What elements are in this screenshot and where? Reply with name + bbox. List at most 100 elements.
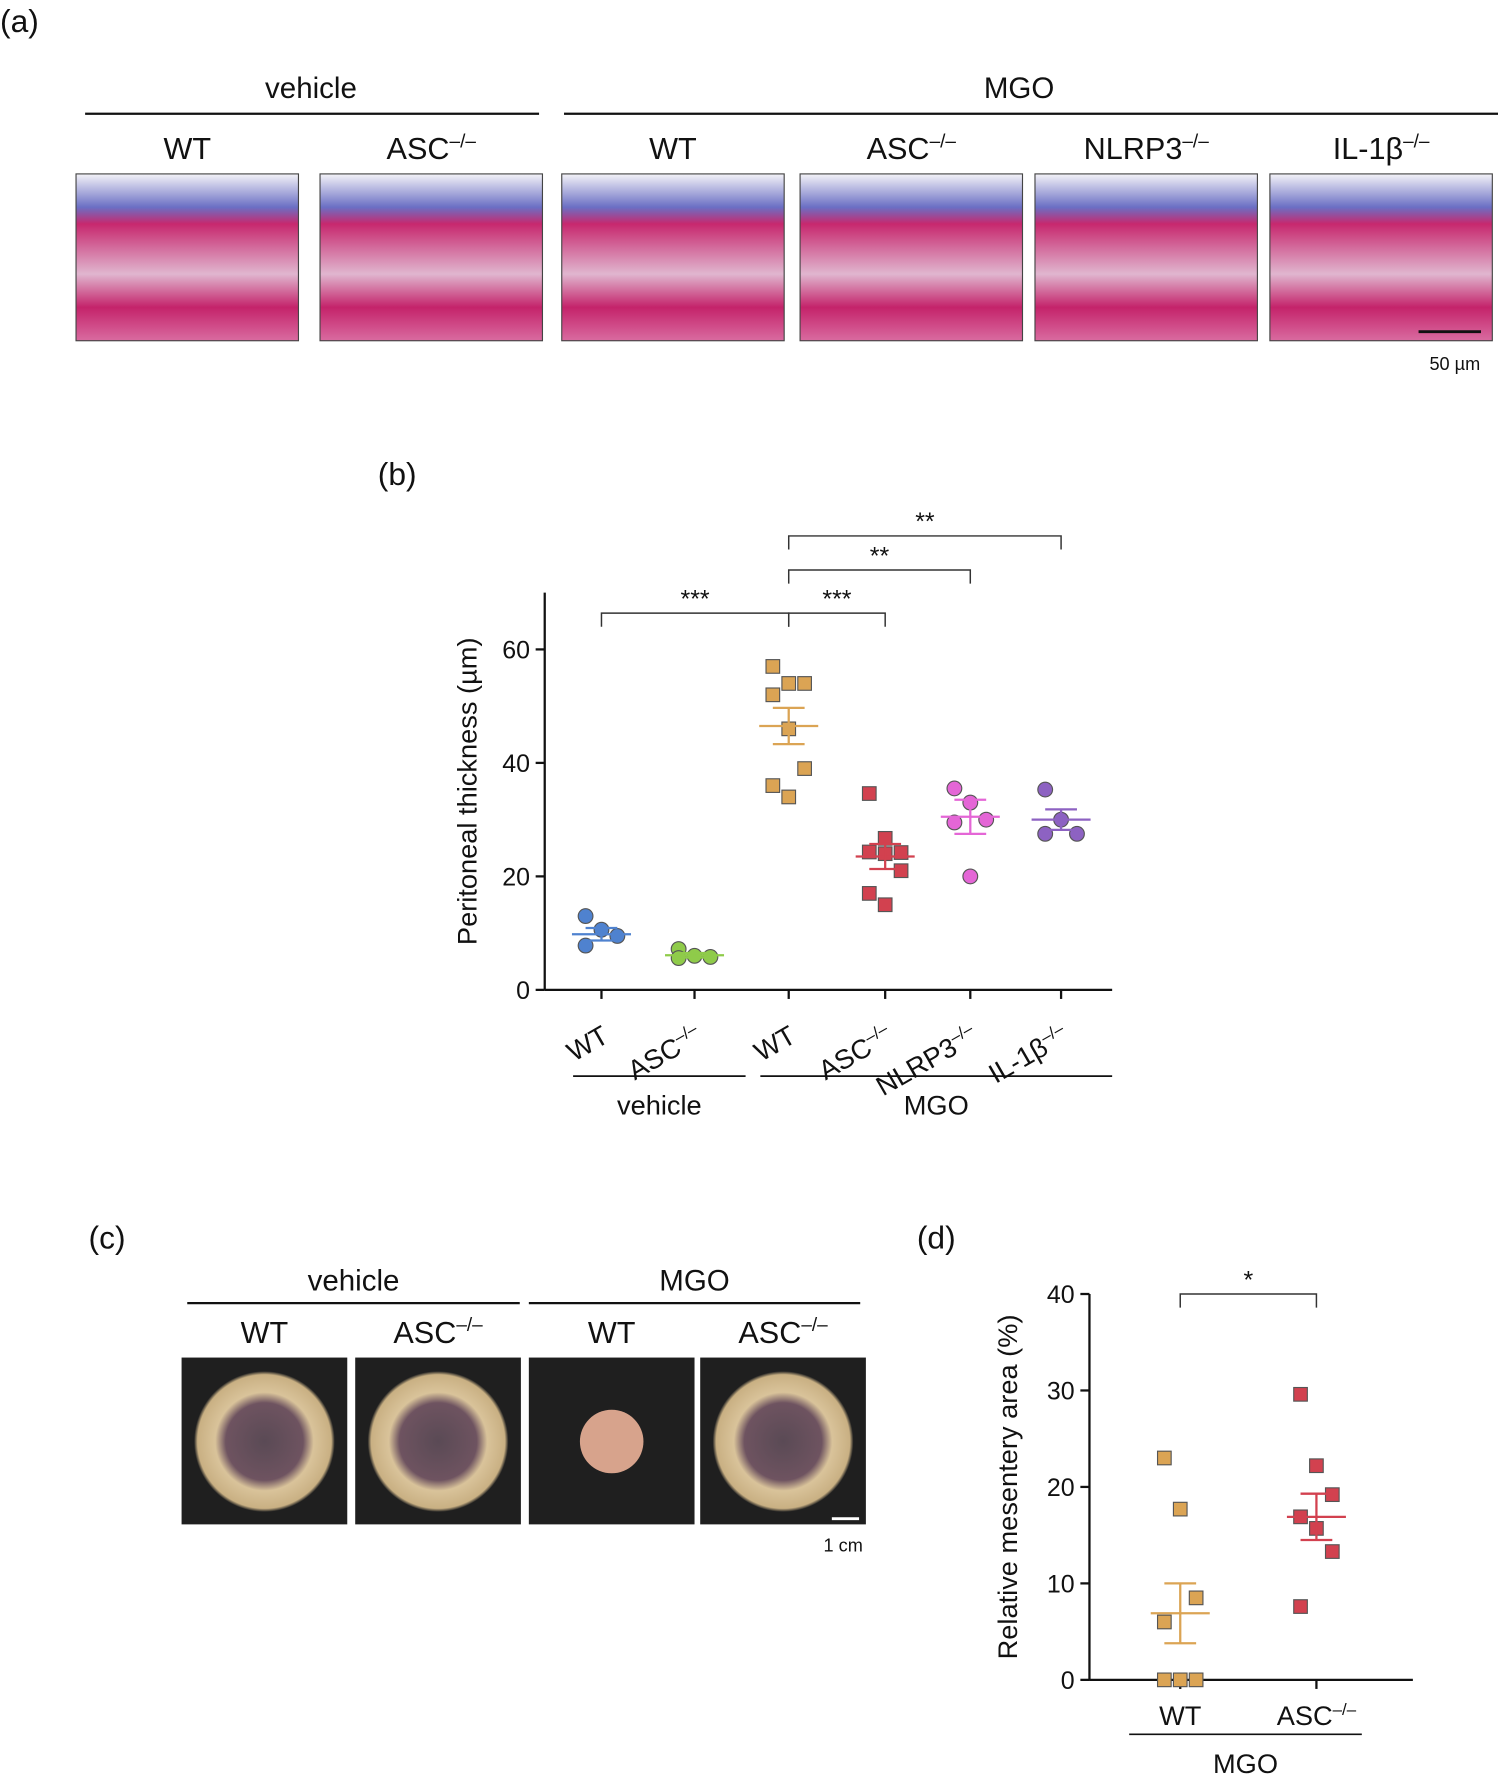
y-tick-label: 20 bbox=[1047, 1474, 1075, 1502]
data-point bbox=[1156, 1614, 1172, 1630]
column-label-sup: –/– bbox=[930, 132, 957, 153]
data-point bbox=[781, 676, 797, 691]
data-point bbox=[781, 789, 797, 805]
data-point bbox=[1188, 1590, 1204, 1606]
group-label: vehicle bbox=[265, 72, 357, 105]
histology-image bbox=[561, 173, 785, 342]
scale-bar-label: 50 µm bbox=[1429, 354, 1480, 374]
data-point bbox=[797, 761, 812, 776]
histology-image bbox=[75, 173, 300, 342]
significance-label: ** bbox=[870, 542, 890, 570]
significance-bracket bbox=[600, 612, 790, 627]
x-tick-label-text: ASC bbox=[1277, 1700, 1333, 1731]
column-label: ASC–/– bbox=[387, 132, 477, 167]
column-label-sup: –/– bbox=[1182, 132, 1209, 153]
column-label: ASC–/– bbox=[867, 132, 957, 167]
data-point bbox=[1324, 1544, 1340, 1559]
data-point bbox=[946, 814, 963, 831]
group-label: MGO bbox=[659, 1265, 729, 1298]
data-point bbox=[1293, 1599, 1308, 1614]
data-point bbox=[978, 811, 995, 828]
column-label-sup: –/– bbox=[1403, 132, 1430, 153]
data-point bbox=[962, 868, 979, 885]
data-point bbox=[577, 937, 594, 954]
data-point bbox=[861, 886, 877, 901]
data-point bbox=[877, 897, 893, 913]
data-point bbox=[1037, 825, 1054, 842]
y-tick-label: 60 bbox=[502, 636, 530, 664]
group-label: MGO bbox=[984, 72, 1054, 105]
column-label-text: ASC bbox=[867, 132, 930, 166]
panel-label: (c) bbox=[89, 1220, 126, 1256]
significance-bracket bbox=[787, 612, 886, 627]
group-label: vehicle bbox=[617, 1090, 702, 1121]
data-point bbox=[765, 778, 781, 793]
column-label-sup: –/– bbox=[450, 132, 477, 153]
x-tick-label-text: WT bbox=[561, 1019, 613, 1067]
data-point bbox=[1172, 1672, 1188, 1688]
mesentery-photo bbox=[579, 1409, 644, 1474]
significance-label: * bbox=[1243, 1266, 1253, 1294]
data-point bbox=[1293, 1386, 1308, 1402]
data-point bbox=[1037, 781, 1054, 798]
panel-label: (d) bbox=[917, 1220, 956, 1256]
column-label: WT bbox=[163, 132, 211, 166]
histology-image bbox=[1269, 173, 1493, 342]
y-axis-label: Peritoneal thickness (µm) bbox=[452, 637, 483, 945]
column-label: WT bbox=[241, 1316, 289, 1350]
y-axis-label: Relative mesentery area (%) bbox=[992, 1314, 1023, 1659]
y-tick-label: 0 bbox=[1061, 1667, 1075, 1695]
column-label: ASC–/– bbox=[393, 1315, 483, 1350]
data-point bbox=[765, 687, 781, 703]
histology-image bbox=[1034, 173, 1258, 342]
column-label-text: ASC bbox=[387, 132, 450, 166]
group-label: MGO bbox=[904, 1090, 969, 1121]
column-label-text: ASC bbox=[393, 1316, 456, 1350]
x-tick-label: WT bbox=[561, 1019, 613, 1067]
column-label: WT bbox=[649, 132, 697, 166]
scale-bar-label: 1 cm bbox=[824, 1536, 863, 1556]
column-label-text: WT bbox=[649, 132, 697, 166]
mesentery-photo bbox=[194, 1371, 335, 1512]
column-label-text: IL-1β bbox=[1333, 132, 1403, 166]
significance-label: *** bbox=[681, 585, 710, 613]
column-label-text: ASC bbox=[738, 1316, 801, 1350]
data-point bbox=[946, 780, 963, 797]
y-tick-label: 40 bbox=[502, 750, 530, 778]
data-point bbox=[1069, 825, 1085, 842]
significance-bracket bbox=[1179, 1293, 1318, 1308]
column-label-text: WT bbox=[163, 132, 211, 166]
column-label-text: WT bbox=[588, 1316, 636, 1350]
x-tick-label-text: WT bbox=[1159, 1700, 1201, 1731]
x-tick-label-text: WT bbox=[749, 1019, 801, 1067]
x-tick-label: ASC–/– bbox=[1277, 1700, 1357, 1731]
column-label: IL-1β–/– bbox=[1333, 132, 1430, 167]
data-point bbox=[861, 786, 877, 801]
column-label: NLRP3–/– bbox=[1084, 132, 1210, 167]
data-point bbox=[1156, 1672, 1172, 1688]
histology-image bbox=[799, 173, 1024, 342]
y-tick-label: 40 bbox=[1047, 1281, 1075, 1309]
significance-label: ** bbox=[915, 508, 935, 536]
data-point bbox=[893, 863, 909, 879]
histology-image bbox=[319, 173, 544, 342]
data-point bbox=[765, 659, 781, 674]
column-label: WT bbox=[588, 1316, 636, 1350]
data-point bbox=[577, 908, 594, 925]
data-point bbox=[1156, 1450, 1172, 1466]
column-label-sup: –/– bbox=[801, 1315, 828, 1336]
column-label-sup: –/– bbox=[456, 1315, 483, 1336]
significance-bracket bbox=[787, 535, 1062, 550]
x-tick-label: IL-1β–/– bbox=[983, 1019, 1074, 1089]
group-label: MGO bbox=[1213, 1748, 1278, 1779]
mesentery-photo bbox=[367, 1371, 509, 1512]
y-tick-label: 30 bbox=[1047, 1378, 1075, 1406]
data-point bbox=[1172, 1501, 1188, 1517]
group-label: vehicle bbox=[308, 1265, 400, 1298]
data-point bbox=[1309, 1458, 1324, 1474]
y-tick-label: 10 bbox=[1047, 1570, 1075, 1598]
y-tick-label: 20 bbox=[502, 863, 530, 891]
panel-label: (b) bbox=[378, 456, 417, 492]
significance-bracket bbox=[787, 569, 972, 584]
